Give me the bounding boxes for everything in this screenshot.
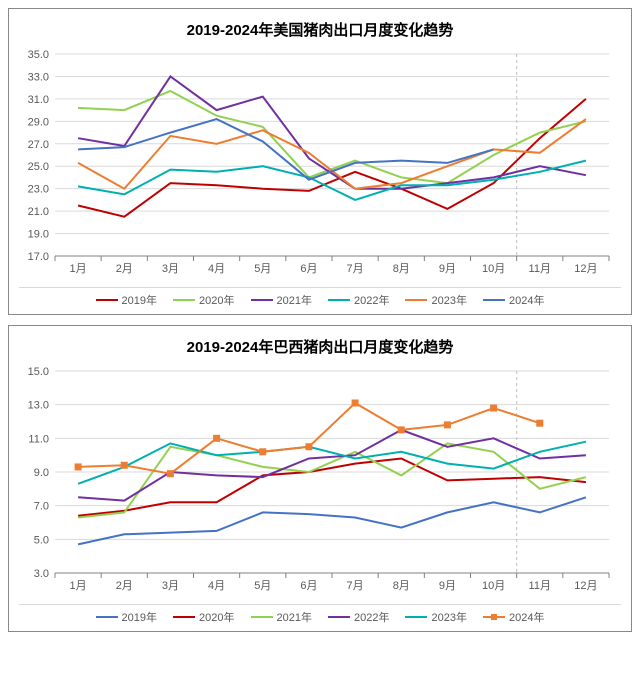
y-tick-label: 13.0 [28, 400, 49, 412]
y-tick-label: 15.0 [28, 366, 49, 378]
legend-item: 2024年 [483, 292, 544, 308]
series-marker [75, 463, 82, 470]
y-tick-label: 19.0 [28, 229, 49, 241]
x-tick-label: 8月 [393, 263, 410, 275]
y-tick-label: 31.0 [28, 94, 49, 106]
y-tick-label: 33.0 [28, 71, 49, 83]
legend-item: 2020年 [173, 609, 234, 625]
legend-label: 2019年 [122, 609, 157, 625]
x-tick-label: 6月 [300, 580, 317, 592]
series-marker [167, 470, 174, 477]
y-tick-label: 3.0 [34, 568, 49, 580]
legend-item: 2023年 [405, 609, 466, 625]
y-tick-label: 25.0 [28, 161, 49, 173]
x-tick-label: 4月 [208, 263, 225, 275]
chart-br: 2019-2024年巴西猪肉出口月度变化趋势 3.0 5.0 7.0 9.0 11.0 1… [8, 325, 632, 632]
x-tick-label: 7月 [347, 263, 364, 275]
y-tick-label: 27.0 [28, 139, 49, 151]
x-tick-label: 5月 [254, 580, 271, 592]
x-tick-label: 9月 [439, 580, 456, 592]
chart-us: 2019-2024年美国猪肉出口月度变化趋势 17.0 19.0 21.0 23.0 2… [8, 8, 632, 315]
legend-item: 2024年 [483, 609, 544, 625]
y-tick-label: 9.0 [34, 467, 49, 479]
legend: 2019年 2020年 2021年 2022年 2023年 2024年 [19, 604, 621, 627]
x-tick-label: 6月 [300, 263, 317, 275]
y-tick-label: 35.0 [28, 49, 49, 61]
series-marker [213, 435, 220, 442]
chart-title: 2019-2024年巴西猪肉出口月度变化趋势 [19, 336, 621, 357]
x-tick-label: 11月 [529, 263, 551, 275]
chart-plot: 17.0 19.0 21.0 23.0 25.0 27.0 29.0 31.0 33.0 35.0… [19, 48, 619, 278]
x-tick-label: 7月 [347, 580, 364, 592]
legend-label: 2023年 [431, 292, 466, 308]
x-tick-label: 8月 [393, 580, 410, 592]
y-tick-label: 17.0 [28, 251, 49, 263]
series-marker [490, 405, 497, 412]
x-tick-label: 1月 [70, 580, 87, 592]
legend-label: 2024年 [509, 609, 544, 625]
series-marker [536, 420, 543, 427]
legend-label: 2022年 [354, 292, 389, 308]
legend-label: 2021年 [277, 292, 312, 308]
legend-label: 2020年 [199, 609, 234, 625]
legend-label: 2021年 [277, 609, 312, 625]
x-tick-label: 2月 [116, 263, 133, 275]
y-tick-label: 23.0 [28, 184, 49, 196]
x-tick-label: 12月 [574, 580, 597, 592]
legend-label: 2019年 [122, 292, 157, 308]
x-tick-label: 10月 [482, 580, 505, 592]
x-tick-label: 1月 [70, 263, 87, 275]
x-tick-label: 3月 [162, 580, 179, 592]
x-tick-label: 5月 [254, 263, 271, 275]
legend-item: 2023年 [405, 292, 466, 308]
x-tick-label: 3月 [162, 263, 179, 275]
legend-label: 2023年 [431, 609, 466, 625]
y-tick-label: 29.0 [28, 116, 49, 128]
plot-area: 3.0 5.0 7.0 9.0 11.0 13.0 15.0 1月 2月 3月 4月 5月 6月 7月 8月… [19, 365, 621, 600]
series-marker [444, 421, 451, 428]
series-marker [305, 443, 312, 450]
series-marker [259, 448, 266, 455]
legend-item: 2019年 [96, 292, 157, 308]
legend-item: 2022年 [328, 609, 389, 625]
x-tick-label: 9月 [439, 263, 456, 275]
series-marker [398, 426, 405, 433]
series-line [78, 459, 586, 516]
chart-title: 2019-2024年美国猪肉出口月度变化趋势 [19, 19, 621, 40]
chart-plot: 3.0 5.0 7.0 9.0 11.0 13.0 15.0 1月 2月 3月 4月 5月 6月 7月 8月… [19, 365, 619, 595]
legend-item: 2021年 [251, 609, 312, 625]
series-line [78, 99, 586, 217]
legend-item: 2021年 [251, 292, 312, 308]
legend-label: 2022年 [354, 609, 389, 625]
legend-label: 2020年 [199, 292, 234, 308]
y-tick-label: 7.0 [34, 501, 49, 513]
x-tick-label: 4月 [208, 580, 225, 592]
legend-label: 2024年 [509, 292, 544, 308]
x-tick-label: 12月 [574, 263, 597, 275]
x-tick-label: 10月 [482, 263, 505, 275]
x-tick-label: 11月 [529, 580, 551, 592]
y-tick-label: 5.0 [34, 534, 49, 546]
y-tick-label: 21.0 [28, 206, 49, 218]
series-marker [121, 462, 128, 469]
charts-container: 2019-2024年美国猪肉出口月度变化趋势 17.0 19.0 21.0 23.0 2… [8, 8, 632, 632]
legend-item: 2020年 [173, 292, 234, 308]
x-tick-label: 2月 [116, 580, 133, 592]
y-tick-label: 11.0 [28, 433, 49, 445]
legend-item: 2022年 [328, 292, 389, 308]
series-marker [352, 399, 359, 406]
legend-item: 2019年 [96, 609, 157, 625]
plot-area: 17.0 19.0 21.0 23.0 25.0 27.0 29.0 31.0 33.0 35.0… [19, 48, 621, 283]
legend: 2019年 2020年 2021年 2022年 2023年 2024年 [19, 287, 621, 310]
